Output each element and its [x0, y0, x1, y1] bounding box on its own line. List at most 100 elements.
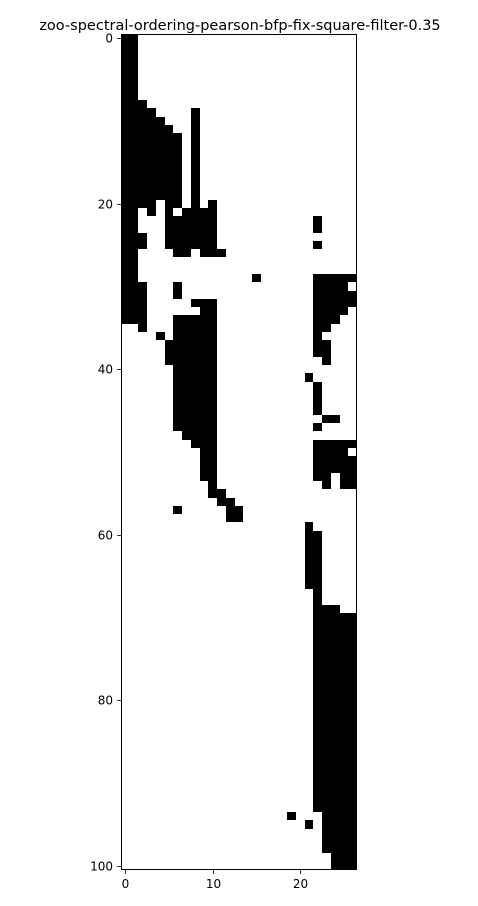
heatmap-cell-run: [173, 390, 217, 398]
heatmap-cell-run: [138, 324, 147, 332]
heatmap-cell-run: [313, 282, 348, 291]
heatmap-cell-run: [165, 340, 217, 349]
chart-title: zoo-spectral-ordering-pearson-bfp-fix-sq…: [39, 18, 440, 34]
heatmap-cell-run: [121, 307, 147, 315]
heatmap-cell-run: [226, 514, 243, 522]
heatmap-cell-run: [313, 630, 357, 638]
heatmap-cell-run: [313, 796, 357, 804]
heatmap-cell-run: [191, 183, 200, 191]
y-tick-label: 100: [90, 860, 113, 874]
heatmap-cell-run: [191, 200, 200, 208]
heatmap-cell-run: [191, 175, 200, 183]
heatmap-cell-run: [173, 291, 182, 299]
heatmap-cell-run: [121, 133, 182, 142]
heatmap-cell-run: [173, 415, 217, 423]
heatmap-cell-run: [165, 357, 217, 365]
heatmap-cell-run: [165, 241, 217, 249]
y-tick-label: 60: [98, 529, 113, 543]
heatmap-cell-run: [191, 166, 200, 175]
heatmap-cell-run: [313, 729, 357, 738]
heatmap-cell-run: [121, 92, 138, 100]
heatmap-cell-run: [200, 464, 217, 473]
x-tick-label: 0: [122, 877, 130, 891]
heatmap-cell-run: [121, 108, 156, 117]
heatmap-cell-run: [165, 233, 217, 241]
heatmap-cell-run: [313, 696, 357, 704]
y-tick-label: 40: [98, 363, 113, 377]
heatmap-cell-run: [313, 663, 357, 671]
heatmap-cell-run: [182, 208, 217, 216]
heatmap-cell-run: [322, 415, 340, 423]
heatmap-cell-run: [200, 307, 217, 315]
heatmap-cell-run: [217, 498, 235, 506]
heatmap-cell-run: [313, 448, 348, 456]
heatmap-cell-run: [322, 357, 331, 365]
heatmap-cell-run: [305, 555, 322, 564]
heatmap-cell-run: [313, 456, 357, 464]
heatmap-cell-run: [313, 680, 357, 688]
heatmap-cell-run: [182, 431, 217, 440]
heatmap-cell-run: [191, 150, 200, 158]
heatmap-cell-run: [173, 506, 182, 514]
heatmap-cell-run: [121, 249, 138, 257]
heatmap-cell-run: [191, 133, 200, 142]
heatmap-cell-run: [313, 299, 357, 307]
heatmap-cell-run: [313, 779, 357, 787]
heatmap-cell-run: [313, 332, 322, 340]
heatmap-cell-run: [165, 224, 217, 233]
heatmap-cell-run: [322, 837, 357, 845]
heatmap-cell-run: [313, 713, 357, 721]
heatmap-cell-run: [200, 448, 217, 456]
heatmap-cell-run: [121, 257, 138, 266]
heatmap-cell-run: [313, 622, 357, 630]
heatmap-cell-run: [191, 299, 217, 307]
x-tick-label: 10: [206, 877, 221, 891]
heatmap-cell-run: [313, 754, 357, 762]
plot-frame: [121, 34, 357, 870]
heatmap-cell-run: [173, 382, 217, 390]
heatmap-cell-run: [121, 42, 138, 51]
heatmap-cell-run: [121, 75, 138, 84]
heatmap-cell-run: [121, 315, 138, 324]
heatmap-cell-run: [121, 166, 182, 175]
x-axis: 0 10 20: [122, 870, 308, 891]
heatmap-cell-run: [313, 440, 357, 448]
heatmap-cell-run: [121, 158, 182, 166]
heatmap-cell-run: [226, 506, 243, 514]
heatmap-cell-run: [313, 274, 357, 282]
heatmap-cell-run: [287, 812, 296, 820]
heatmap-cell-run: [313, 771, 357, 779]
heatmap-cell-run: [121, 233, 147, 241]
heatmap-cell-run: [313, 721, 357, 729]
heatmap-cell-run: [322, 820, 357, 829]
heatmap-cell-run: [200, 249, 226, 257]
heatmap-cell-run: [331, 862, 357, 870]
heatmap-cell-run: [313, 398, 322, 406]
heatmap-cell-run: [121, 274, 138, 282]
heatmap-cell-run: [313, 473, 331, 481]
heatmap-cell-run: [173, 315, 217, 324]
heatmap-cell-run: [208, 200, 217, 208]
heatmap-cell-run: [305, 531, 322, 539]
heatmap-cell-run: [121, 208, 138, 216]
y-tick-label: 20: [98, 198, 113, 212]
heatmap-cell-run: [208, 489, 226, 498]
heatmap-cell-run: [121, 183, 182, 191]
heatmap-cell-run: [305, 820, 313, 829]
heatmap-cell-run: [313, 464, 357, 473]
heatmap-cell-run: [313, 804, 357, 812]
heatmap-cell-run: [313, 738, 357, 746]
heatmap-cell-run: [305, 547, 322, 555]
heatmap-cell-run: [121, 100, 147, 108]
heatmap-cell-run: [165, 349, 217, 357]
heatmap-cell-run: [121, 291, 147, 299]
heatmap-cell-run: [173, 324, 217, 332]
heatmap-cell-run: [252, 274, 261, 282]
heatmap-cell-run: [322, 845, 357, 853]
heatmap-cell-run: [165, 200, 182, 208]
heatmap-cell-run: [121, 125, 173, 133]
heatmap-cell-run: [138, 315, 147, 324]
heatmap-cell-run: [313, 216, 322, 224]
heatmap-cell-run: [322, 481, 331, 489]
